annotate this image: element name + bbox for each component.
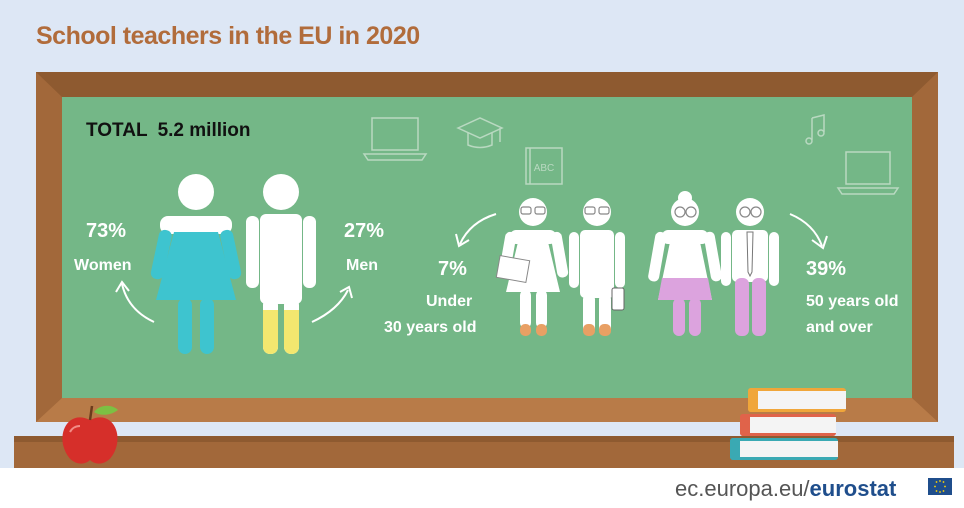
- man-figure-icon: [246, 174, 316, 354]
- young-arrow-icon: [459, 213, 497, 245]
- young-man-figure-icon: [569, 198, 625, 336]
- gender-arrows: [115, 213, 828, 323]
- apple-icon: [62, 405, 118, 464]
- men-label: Men: [346, 257, 378, 274]
- abc-book-doodle-icon: [525, 147, 563, 185]
- women-percent: 73%: [86, 220, 127, 242]
- men-arrow-icon: [311, 289, 349, 323]
- over50-label-line2: and over: [806, 319, 873, 336]
- older-woman-figure-icon: [648, 191, 722, 336]
- woman-figure-icon: [150, 174, 242, 354]
- over50-label-line1: 50 years old: [806, 293, 899, 310]
- women-arrow-icon: [121, 283, 155, 323]
- laptop-doodle-icon-2: [836, 151, 900, 195]
- footer-domain: ec.europa.eu/: [675, 476, 810, 501]
- total-value: 5.2 million: [157, 120, 251, 141]
- young-woman-figure-icon: [495, 198, 569, 336]
- footer-source: ec.europa.eu/eurostat: [675, 476, 896, 502]
- footer-brand: eurostat: [809, 476, 897, 501]
- total-label: TOTAL 5.2 million: [86, 120, 251, 142]
- graduation-cap-doodle-icon: [456, 117, 504, 149]
- chalk-doodles: [362, 114, 900, 195]
- under30-percent: 7%: [438, 258, 467, 280]
- women-label: Women: [74, 257, 132, 274]
- abc-book-text: ABC: [534, 163, 555, 174]
- under30-label-line2: 30 years old: [384, 319, 477, 336]
- total-label-text: TOTAL: [86, 120, 148, 141]
- under30-label-line1: Under: [426, 293, 473, 310]
- book-stack-icon: [730, 388, 846, 460]
- music-note-doodle-icon: [805, 114, 825, 145]
- laptop-doodle-icon: [362, 117, 428, 161]
- page-title: School teachers in the EU in 2020: [36, 22, 420, 50]
- older-arrow-icon: [789, 213, 823, 247]
- over50-percent: 39%: [806, 258, 847, 280]
- eu-flag-icon: [928, 478, 952, 495]
- older-man-figure-icon: [721, 198, 779, 336]
- men-percent: 27%: [344, 220, 385, 242]
